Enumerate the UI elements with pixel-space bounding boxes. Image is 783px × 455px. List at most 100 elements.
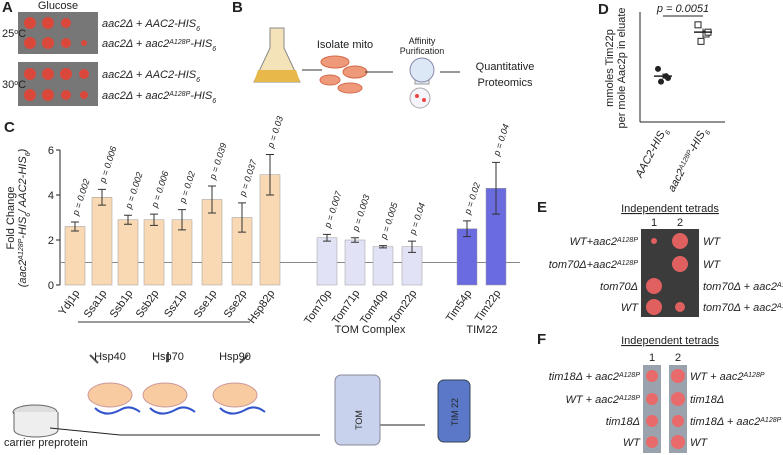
label: p = 0.039 [207,142,228,182]
strip-f1 [643,365,661,453]
label-part: aac2Δ + aac2 [102,38,169,50]
label-part: 25 [2,28,14,40]
pathway-diagram [12,321,471,446]
label: p = 0.007 [322,189,344,230]
colonies-a [24,17,89,101]
bar [143,219,165,286]
label-part: Fold Change [5,187,17,250]
bar [64,226,86,286]
mito [319,55,368,94]
rich-label: WT + aac2A128P [565,394,640,406]
label-part: 6 [196,77,200,84]
point [694,21,702,29]
label-part: A128P [776,303,783,310]
label: Hsp40 [94,351,126,363]
label: TIM 22 [450,398,460,426]
label: p = 0.04 [491,123,511,158]
label: 4 [48,190,54,202]
rich-label: WT + aac2A128P [690,371,765,383]
label-part: 6 [664,129,672,136]
label: Sse1p [192,288,220,320]
rich-label: WT [703,236,721,248]
label: 2 [677,217,683,229]
label-part: o [14,80,18,87]
label: Ssb1p [108,288,136,320]
label-part: -HIS [190,38,213,50]
label-part: A128P [18,238,25,260]
label: Hsp90 [219,351,251,363]
label: Tom22p [387,288,419,327]
label-part: tim18Δ [606,416,640,428]
label-part: WT [623,437,641,449]
label: Glucose [38,0,78,12]
rich-label: tom70Δ + aac2A128P [703,281,783,293]
label-part: A128P [616,260,638,267]
label-part: tim18Δ + aac2 [549,371,619,383]
label: Tom40p [358,288,390,327]
rich-label: (aac2A128P-HIS6/ AAC2-HIS6) [17,148,32,287]
rich-label: tim18Δ + aac2A128P [549,371,641,383]
colonies-e [646,233,688,315]
label-part: (aac2 [17,260,29,288]
bar [372,246,394,286]
label-part: -HIS [190,90,213,102]
rich-label: Fold Change [5,187,17,250]
label: p = 0.037 [237,158,259,199]
label-part: WT [690,437,708,449]
flask [253,27,301,83]
label: per mole Aac2p in eluate [616,7,628,128]
label-part: A128P [616,237,638,244]
rich-label: aac2Δ + aac2A128P-HIS6 [102,38,216,53]
label: Hsp70 [152,351,184,363]
label-part: WT+aac2 [570,236,617,248]
label: TOM [354,410,364,430]
label: p = 0.002 [123,171,144,211]
label: Ssa1p [82,288,110,320]
rich-label: aac2Δ + aac2A128P-HIS6 [102,90,216,105]
label: E [537,199,547,216]
strip-f2 [669,365,687,453]
point [655,65,661,72]
arrows-b [302,69,460,73]
label: Ydj1p [56,288,82,318]
label-part: WT [621,302,639,314]
rich-label: tom70Δ + aac2A128P [703,302,783,314]
label: 1 [651,217,657,229]
label: Ssb2p [134,288,162,320]
label: Tim54p [444,288,475,325]
point [658,78,664,85]
label-part: tim18Δ + aac2 [690,416,760,428]
label-part: ) [17,148,29,154]
label-part: A128P [776,282,783,289]
bar [316,237,338,286]
label: C [4,119,15,136]
label-part: AAC2-HIS [633,129,668,181]
label-part: 6 [212,46,216,53]
label: Isolate mito [317,39,373,51]
bar [344,239,366,286]
label-part: WT + aac2 [565,394,619,406]
label: Hsp82p [246,288,278,326]
label-part: / AAC2-HIS [17,156,29,214]
label: p = 0.002 [70,178,91,218]
rich-label: aac2Δ + AAC2-HIS6 [102,69,200,84]
rich-label: 30oC [2,79,26,91]
purification-icon [409,57,435,109]
label: p = 0.005 [378,200,400,241]
rich-label: tom70Δ+aac2A128P [549,259,639,271]
colonies-f [646,369,685,449]
rich-label: WT [690,437,708,449]
label: Independent tetrads [621,203,719,215]
rich-label: aac2Δ + AAC2-HIS6 [102,18,200,33]
label-part: -HIS [17,216,29,239]
label-part: aac2Δ + AAC2-HIS [102,69,197,81]
label: TIM22 [466,324,497,336]
label-part: WT [703,236,721,248]
label: 1 [649,352,655,364]
label: Tom71p [330,288,362,327]
label: p = 0.04 [407,201,427,236]
label-part: 30 [2,79,14,91]
label-part: tom70Δ + aac2 [703,302,777,314]
label: Ssz1p [162,288,189,320]
